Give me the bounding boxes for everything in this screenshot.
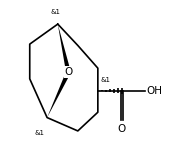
Text: O: O xyxy=(64,67,73,77)
Polygon shape xyxy=(47,71,71,118)
Text: O: O xyxy=(118,124,126,134)
Polygon shape xyxy=(58,24,71,73)
Text: &1: &1 xyxy=(100,77,111,83)
Text: &1: &1 xyxy=(50,9,60,15)
Text: OH: OH xyxy=(146,86,162,96)
Text: &1: &1 xyxy=(34,130,44,136)
